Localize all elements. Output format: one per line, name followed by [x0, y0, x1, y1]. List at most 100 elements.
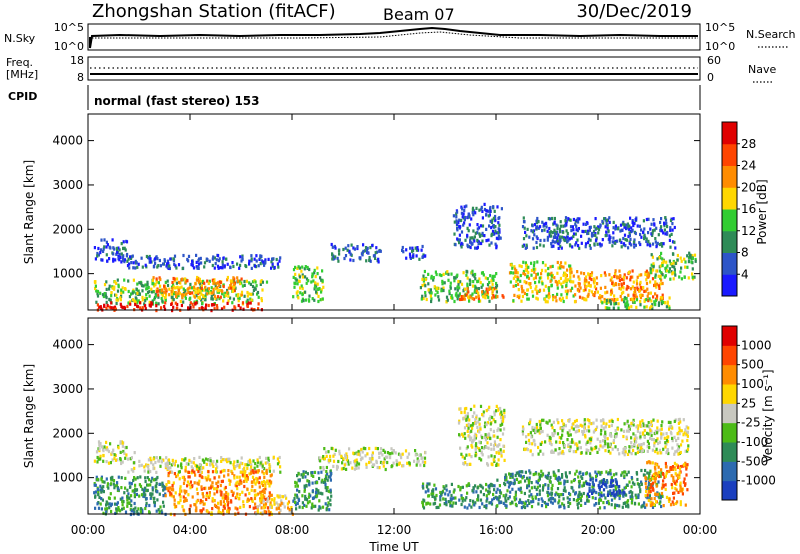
heatmap-cell [442, 272, 445, 276]
heatmap-cell [527, 270, 530, 275]
heatmap-cell [233, 467, 236, 471]
heatmap-cell [575, 241, 578, 245]
heatmap-cell [259, 497, 262, 501]
heatmap-cell [497, 227, 500, 231]
heatmap-cell [240, 456, 243, 460]
heatmap-cell [453, 279, 456, 283]
heatmap-cell [650, 304, 653, 309]
heatmap-cell [542, 244, 545, 248]
heatmap-cell [349, 461, 352, 465]
heatmap-cell [247, 460, 250, 465]
heatmap-cell [530, 481, 533, 485]
heatmap-cell [287, 506, 290, 510]
heatmap-cell [559, 298, 562, 302]
heatmap-cell [271, 257, 274, 261]
heatmap-cell [687, 426, 690, 430]
heatmap-cell [481, 231, 484, 235]
heatmap-cell [612, 439, 615, 443]
heatmap-cell [546, 502, 549, 506]
heatmap-cell [660, 427, 663, 431]
heatmap-cell [607, 499, 610, 504]
heatmap-cell [491, 415, 494, 420]
heatmap-cell [231, 471, 234, 475]
heatmap-cell [216, 285, 219, 290]
heatmap-cell [483, 504, 486, 508]
heatmap-cell [125, 254, 128, 258]
heatmap-cell [188, 286, 191, 290]
heatmap-cell [529, 431, 532, 435]
heatmap-cell [259, 254, 262, 258]
heatmap-cell [526, 476, 529, 480]
heatmap-cell [133, 290, 136, 294]
heatmap-cell [371, 457, 374, 461]
heatmap-cell [150, 479, 153, 483]
heatmap-cell [587, 231, 590, 235]
heatmap-cell [684, 260, 687, 264]
heatmap-cell [321, 279, 324, 283]
heatmap-cell [527, 499, 530, 503]
heatmap-cell [648, 486, 651, 490]
heatmap-cell [193, 457, 196, 461]
heatmap-cell [158, 482, 161, 486]
heatmap-cell [163, 286, 166, 290]
heatmap-cell [544, 300, 547, 304]
heatmap-cell [546, 235, 549, 239]
heatmap-cell [545, 225, 548, 229]
heatmap-cell [490, 462, 493, 466]
heatmap-cell [421, 460, 424, 464]
heatmap-cell [473, 434, 476, 438]
heatmap-cell [633, 482, 636, 486]
heatmap-cell [669, 277, 672, 281]
heatmap-cell [630, 305, 633, 309]
heatmap-cell [322, 465, 325, 470]
heatmap-cell [206, 279, 209, 283]
heatmap-cell [183, 489, 186, 493]
heatmap-cell [200, 485, 203, 489]
heatmap-cell [614, 241, 617, 245]
heatmap-cell [530, 493, 533, 497]
heatmap-cell [241, 468, 245, 472]
heatmap-cell [306, 265, 309, 270]
heatmap-cell [630, 436, 633, 440]
heatmap-cell [598, 488, 601, 492]
heatmap-cell [212, 464, 215, 468]
heatmap-cell [536, 481, 540, 485]
heatmap-cell [653, 283, 656, 287]
heatmap-cell [493, 410, 496, 414]
heatmap-cell [253, 489, 256, 493]
heatmap-cell [681, 439, 684, 443]
heatmap-cell [622, 220, 625, 224]
heatmap-cell [549, 279, 552, 283]
heatmap-cell [575, 218, 578, 222]
heatmap-cell [497, 216, 500, 221]
heatmap-cell [599, 444, 602, 448]
heatmap-cell [215, 282, 218, 286]
heatmap-cell [565, 223, 568, 227]
heatmap-cell [280, 501, 283, 505]
heatmap-cell [235, 494, 238, 499]
heatmap-cell [166, 279, 169, 283]
heatmap-cell [258, 476, 261, 480]
heatmap-cell [95, 289, 98, 293]
heatmap-cell [115, 507, 118, 511]
heatmap-cell [295, 291, 298, 295]
heatmap-cell [126, 304, 129, 309]
heatmap-cell [499, 438, 502, 442]
heatmap-cell [170, 292, 173, 296]
heatmap-cell [270, 498, 273, 502]
heatmap-cell [422, 498, 425, 502]
heatmap-cell [494, 495, 497, 499]
heatmap-cell [261, 470, 264, 474]
heatmap-cell [261, 464, 264, 468]
heatmap-cell [162, 504, 165, 508]
heatmap-cell [295, 481, 298, 485]
heatmap-cell [216, 465, 219, 469]
heatmap-cell [463, 505, 466, 509]
heatmap-cell [550, 491, 554, 495]
heatmap-cell [466, 276, 469, 280]
heatmap-cell [492, 444, 496, 448]
heatmap-cell [603, 506, 606, 510]
heatmap-cell [108, 506, 111, 510]
heatmap-cell [660, 217, 663, 221]
